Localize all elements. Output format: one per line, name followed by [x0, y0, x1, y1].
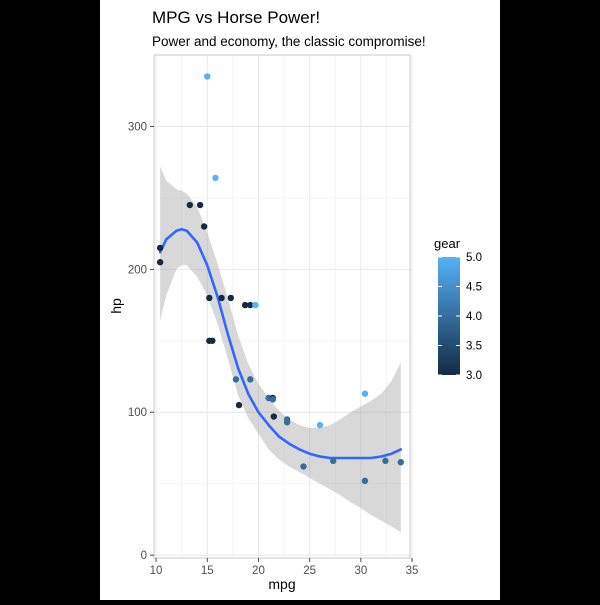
y-tick-label: 300	[128, 121, 147, 133]
data-point	[218, 294, 225, 302]
chart-title: MPG vs Horse Power!	[152, 8, 320, 27]
data-point	[247, 376, 254, 383]
data-point	[247, 301, 254, 309]
data-point	[241, 301, 249, 309]
legend: gear 3.0 3.5 4.0 4.5 5.0	[434, 236, 482, 382]
chart-canvas: MPG vs Horse Power! Power and economy, t…	[100, 0, 500, 600]
legend-tick-label: 4.0	[466, 311, 482, 323]
data-point	[200, 223, 208, 230]
grid-major	[154, 55, 413, 558]
data-point	[156, 244, 164, 252]
x-axis: 10 15 20 25 30 35	[150, 558, 419, 577]
scatter-chart: MPG vs Horse Power! Power and economy, t…	[108, 8, 482, 592]
legend-tick-label: 5.0	[466, 252, 482, 264]
data-point	[232, 376, 240, 383]
data-point	[212, 174, 219, 182]
points-group	[156, 73, 404, 485]
data-point	[361, 477, 369, 485]
x-tick-label: 15	[201, 565, 214, 577]
legend-tick-label: 3.0	[466, 370, 482, 382]
confidence-band	[160, 166, 401, 533]
data-point	[227, 294, 234, 302]
legend-title: gear	[434, 236, 461, 251]
data-point	[206, 294, 213, 302]
x-axis-label: mpg	[268, 576, 295, 592]
legend-tick-label: 4.5	[466, 282, 482, 294]
data-point	[382, 457, 389, 465]
smooth-band-group	[158, 166, 403, 533]
legend-tick-label: 3.5	[466, 341, 482, 353]
data-point	[204, 73, 211, 80]
x-tick-label: 20	[252, 565, 265, 577]
plot-border	[153, 54, 411, 559]
data-point	[361, 390, 369, 397]
chart-subtitle: Power and economy, the classic compromis…	[152, 34, 426, 49]
x-tick-label: 30	[354, 565, 367, 577]
data-point	[252, 301, 259, 309]
data-point	[397, 459, 404, 466]
y-tick-label: 100	[128, 407, 147, 419]
data-point	[300, 463, 307, 470]
data-point	[330, 457, 337, 465]
y-axis-label: hp	[108, 298, 124, 314]
data-point	[196, 201, 204, 209]
y-axis: 0 100 200 300	[128, 121, 154, 562]
data-point	[156, 259, 164, 266]
data-point	[270, 413, 278, 420]
data-point	[316, 421, 324, 429]
y-tick-label: 200	[128, 264, 147, 276]
data-point	[186, 201, 194, 209]
legend-colorbar	[438, 257, 460, 375]
data-point	[269, 396, 276, 403]
y-tick-label: 0	[141, 550, 147, 562]
data-point	[206, 337, 213, 344]
x-tick-label: 35	[406, 565, 419, 577]
data-point	[235, 401, 243, 409]
x-tick-label: 10	[150, 565, 163, 577]
smooth-line	[158, 228, 403, 460]
plot-panel	[154, 55, 410, 558]
x-tick-label: 25	[303, 565, 316, 577]
data-point	[283, 416, 291, 423]
